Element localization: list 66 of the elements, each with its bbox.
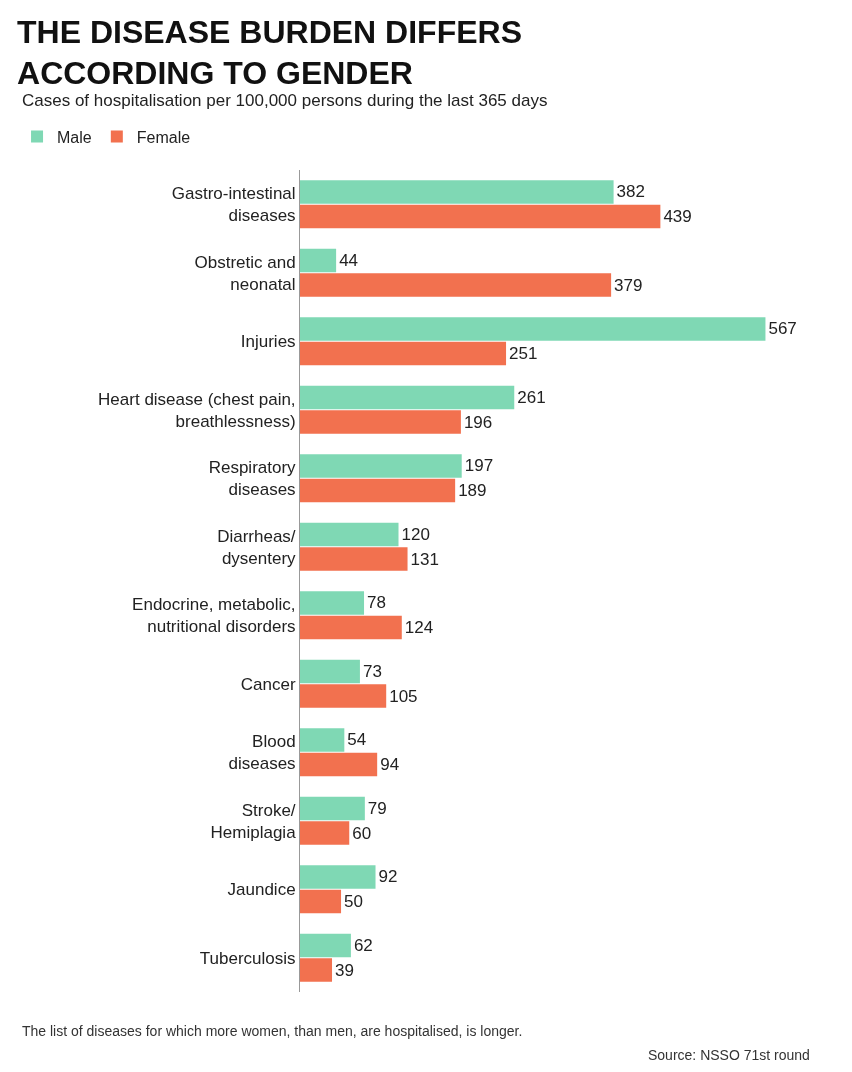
bar <box>300 591 365 615</box>
bar <box>300 958 333 982</box>
chart-subtitle: Cases of hospitalisation per 100,000 persons during the last 365 days <box>22 91 548 110</box>
data-label: 189 <box>458 481 487 501</box>
y-tick-label: Jaundice <box>227 880 296 900</box>
bar <box>300 796 365 821</box>
data-label: 439 <box>663 207 692 227</box>
data-label: 105 <box>389 686 418 706</box>
data-label: 379 <box>614 275 643 295</box>
bar <box>300 752 378 777</box>
y-tick-label: Diarrheas/ dysentery <box>217 526 297 568</box>
data-label: 94 <box>380 755 400 775</box>
y-tick-label: Heart disease (chest pain, breathlessness) <box>98 389 296 431</box>
bar <box>300 821 350 845</box>
y-tick-label: Obstretic and neonatal <box>194 252 296 294</box>
source-note: Source: NSSO 71st round <box>648 1047 810 1063</box>
bar <box>300 341 507 366</box>
bar <box>300 684 387 708</box>
bar <box>300 889 342 914</box>
bar <box>300 659 360 684</box>
legend-label: Male <box>57 128 92 146</box>
data-label: 382 <box>616 182 645 202</box>
y-tick-label: Stroke/ Hemiplagia <box>210 800 297 842</box>
y-tick-label: Blood diseases <box>228 732 296 774</box>
bar <box>300 547 408 571</box>
bar <box>300 865 376 889</box>
data-label: 196 <box>463 412 493 432</box>
data-label: 54 <box>347 730 367 750</box>
data-label: 60 <box>352 823 372 843</box>
y-tick-label: Respiratory diseases <box>208 458 297 500</box>
bar <box>300 317 766 341</box>
data-label: 79 <box>367 798 387 818</box>
data-label: 251 <box>509 344 538 364</box>
bar <box>300 180 614 204</box>
y-tick-label: Gastro-intestinal diseases <box>171 184 296 226</box>
data-label: 39 <box>335 960 354 980</box>
data-label: 78 <box>367 593 386 613</box>
data-label: 261 <box>517 387 546 407</box>
bar <box>300 933 351 958</box>
data-label: 44 <box>339 250 359 270</box>
data-label: 567 <box>768 319 797 339</box>
bar <box>300 410 461 434</box>
data-label: 131 <box>410 549 439 569</box>
bar <box>300 204 661 229</box>
bar <box>300 273 612 297</box>
data-label: 124 <box>404 618 434 638</box>
chart-title: THE DISEASE BURDEN DIFFERS ACCORDING TO GENDER <box>17 13 522 92</box>
data-label: 62 <box>353 935 373 955</box>
bar <box>300 454 462 478</box>
data-label: 50 <box>344 892 363 912</box>
bar <box>300 385 515 410</box>
bar <box>300 248 337 273</box>
bar <box>300 478 456 503</box>
text: The list of diseases for which more women, than men, are hospitalised, is longer. <box>22 1023 523 1039</box>
legend-label: Female <box>136 128 191 146</box>
y-tick-label: Cancer <box>240 674 296 694</box>
bar <box>300 615 402 640</box>
bar <box>300 728 345 752</box>
data-label: 73 <box>362 661 382 681</box>
y-tick-label: Injuries <box>240 332 296 352</box>
data-label: 92 <box>378 867 398 887</box>
y-tick-label: Tuberculosis <box>199 948 296 968</box>
data-label: 120 <box>401 524 430 544</box>
bar <box>300 522 399 547</box>
y-tick-label: Endocrine, metabolic, nutritional disorders <box>132 595 296 637</box>
data-label: 197 <box>464 456 494 476</box>
